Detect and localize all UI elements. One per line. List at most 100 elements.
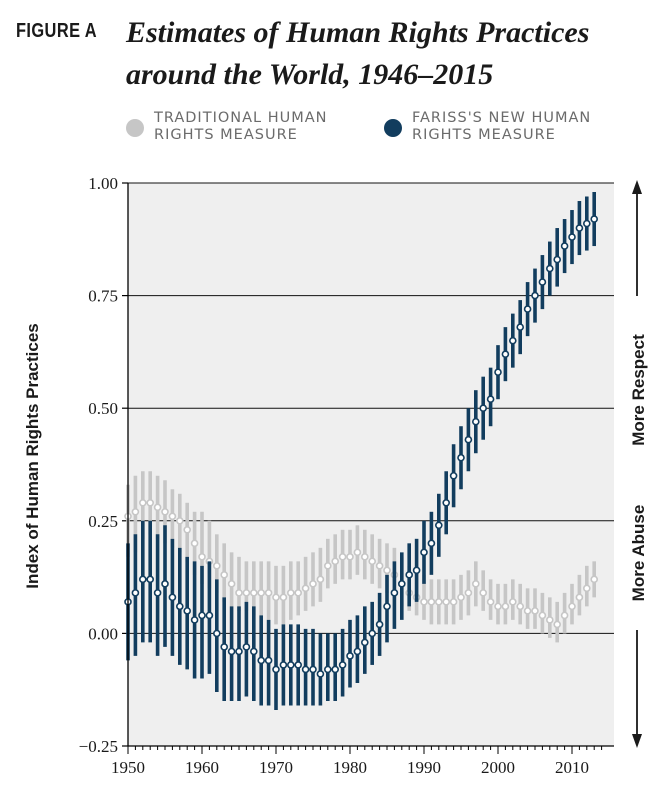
point-traditional [190,539,199,548]
point-new [508,336,517,345]
point-traditional [568,602,576,611]
point-new [501,350,510,358]
point-traditional [264,589,273,597]
point-new [575,224,584,232]
point-traditional [538,611,547,620]
point-traditional [457,593,465,602]
point-new [412,566,421,575]
point-traditional [250,589,258,597]
point-traditional [501,602,510,611]
point-new [301,665,310,674]
point-traditional [560,611,569,620]
point-new [323,665,332,674]
point-new [338,661,347,669]
respect-arrow-head [632,180,642,194]
point-traditional [553,620,562,629]
abuse-arrow-head [632,734,642,748]
y-axis-label: Index of Human Rights Practices [23,323,42,588]
point-traditional [486,598,495,606]
point-traditional [508,598,517,606]
point-traditional [331,557,340,566]
point-new [183,607,191,615]
point-traditional [168,512,177,521]
point-traditional [323,562,332,570]
point-new [190,616,199,624]
point-new [250,647,258,656]
point-traditional [545,616,554,624]
point-traditional [139,498,147,507]
figure-label: FIGURE A [16,20,98,42]
point-new [368,629,377,638]
point-traditional [479,589,488,597]
point-traditional [383,566,391,575]
y-tick-label: 1.00 [88,174,118,193]
point-traditional [183,526,191,534]
point-new [279,661,288,669]
point-traditional [272,593,280,602]
chart-title: Estimates of Human Rights Practices arou… [126,16,590,91]
point-traditional [353,548,362,557]
point-new [582,219,591,228]
x-tick-label: 2000 [481,758,515,777]
point-traditional [523,607,532,615]
point-new [427,539,436,548]
legend-dot-new [384,119,402,137]
point-traditional [309,580,317,588]
point-traditional [582,584,591,593]
point-new [309,665,317,674]
point-new [161,580,169,588]
y-tick-label: 0.00 [88,624,118,643]
point-new [139,575,147,584]
y-tick-label: 0.75 [88,287,118,306]
point-new [205,611,214,620]
point-new [346,652,354,660]
point-new [553,255,562,264]
point-new [464,435,473,444]
legend-item-traditional: TRADITIONAL HUMAN RIGHTS MEASURE [126,110,354,144]
point-new [316,670,325,678]
point-traditional [301,584,310,593]
point-new [545,264,554,273]
series-new [124,192,599,710]
point-traditional [471,580,480,588]
point-traditional [242,589,251,597]
legend-label-traditional: TRADITIONAL HUMAN RIGHTS MEASURE [154,110,328,143]
x-tick-label: 1980 [333,758,367,777]
point-traditional [375,562,384,570]
point-new [375,620,384,629]
point-new [516,323,525,331]
point-traditional [360,553,369,561]
point-traditional [368,557,377,566]
point-new [568,233,576,241]
point-new [153,589,162,597]
point-new [479,404,488,413]
point-traditional [161,507,169,516]
point-traditional [153,503,162,512]
point-new [168,593,177,602]
point-new [471,417,480,426]
x-tick-label: 1950 [111,758,145,777]
point-traditional [531,607,539,615]
point-traditional [464,589,473,597]
x-tick-label: 1970 [259,758,293,777]
point-traditional [213,562,221,570]
point-new [538,278,547,286]
point-new [257,656,266,665]
y-tick-label: 0.50 [88,399,118,418]
point-new [360,638,369,647]
point-new [220,643,228,651]
point-traditional [220,571,228,579]
point-new [272,665,280,674]
point-traditional [427,598,436,606]
point-new [523,305,532,313]
point-new [397,580,406,588]
more-respect-label: More Respect [629,334,648,446]
point-traditional [286,589,295,597]
point-new [442,498,451,507]
point-new [131,589,140,597]
point-new [213,629,221,638]
point-traditional [227,580,236,588]
x-tick-label: 1990 [407,758,441,777]
point-new [242,643,251,651]
